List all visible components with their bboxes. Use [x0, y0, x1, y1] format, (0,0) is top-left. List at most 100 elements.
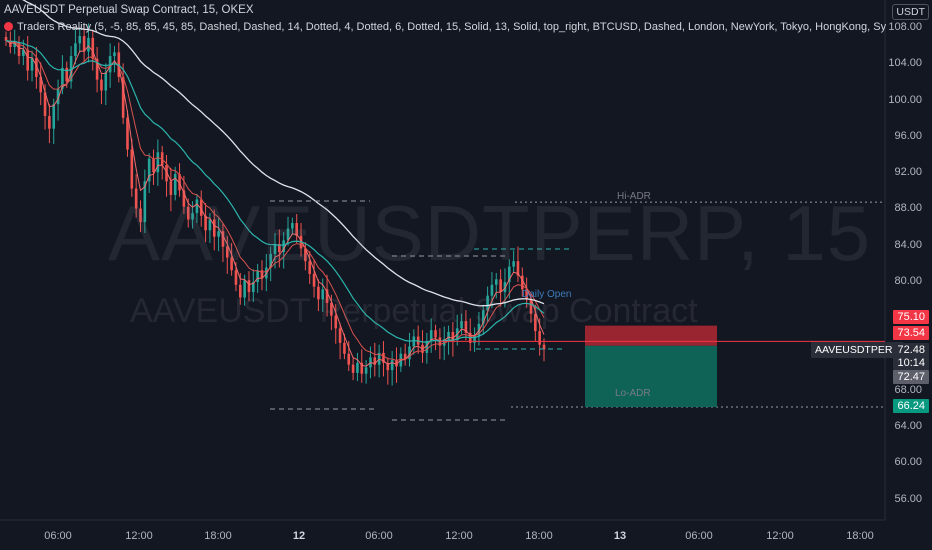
candle-body: [273, 243, 277, 254]
candle-body: [30, 57, 34, 71]
y-tick-label: 60.00: [894, 456, 922, 468]
candle-body: [182, 190, 186, 207]
candle-body: [39, 76, 43, 93]
candle-body: [477, 323, 481, 336]
candle-body: [217, 231, 220, 237]
candle-body: [61, 67, 64, 89]
candle-body: [13, 42, 16, 47]
candle-body: [334, 315, 338, 329]
indicator-dot-icon: [4, 22, 13, 31]
candle-body: [173, 174, 177, 195]
candle-body: [351, 364, 355, 373]
symbol-watermark: AAVEUSDTPERP, 15: [108, 189, 872, 277]
candle-body: [451, 331, 455, 341]
candle-body: [74, 43, 77, 57]
candle-body: [460, 321, 463, 329]
candle-body: [325, 289, 329, 303]
candle-body: [52, 104, 56, 129]
x-tick-label: 06:00: [365, 530, 393, 542]
candle-body: [291, 223, 294, 229]
candle-body: [139, 208, 142, 223]
candle-body: [156, 152, 160, 173]
candle-body: [212, 219, 216, 237]
symbol-price-label: AAVEUSDTPERP: [811, 342, 904, 358]
candle-body: [447, 331, 450, 340]
candle-body: [364, 367, 368, 374]
candle-body: [356, 362, 359, 373]
candle-body: [87, 37, 90, 52]
candle-body: [512, 261, 515, 267]
candle-body: [56, 88, 60, 105]
candle-body: [260, 270, 264, 279]
candle-body: [304, 248, 307, 262]
candle-body: [130, 149, 134, 189]
y-tick-label: 88.00: [894, 202, 922, 214]
candle-body: [390, 360, 394, 371]
candle-body: [191, 213, 194, 220]
candle-body: [486, 295, 489, 311]
candle-body: [317, 286, 320, 300]
candle-body: [403, 353, 407, 360]
candle-body: [178, 174, 181, 191]
y-tick-label: 104.00: [888, 57, 922, 69]
ema-teal-line: [5, 40, 545, 343]
y-tick-label: 68.00: [894, 384, 922, 396]
ema-slow-line: [21, 0, 545, 307]
indicator-legend[interactable]: Traders Reality (5, -5, 85, 85, 45, 85, …: [4, 21, 886, 33]
x-tick-label: 12:00: [766, 530, 794, 542]
candle-body: [225, 246, 229, 258]
candle-body: [408, 346, 411, 360]
candle-body: [386, 362, 390, 371]
candle-body: [35, 57, 38, 77]
candle-body: [208, 219, 212, 231]
candle-body: [473, 335, 476, 343]
candle-body: [26, 49, 29, 71]
y-tick-label: 80.00: [894, 275, 922, 287]
y-tick-label: 56.00: [894, 493, 922, 505]
candle-body: [221, 231, 225, 247]
candle-body: [4, 36, 8, 41]
price-tag-alt: 72.47: [893, 370, 929, 384]
candle-body: [43, 92, 47, 116]
y-tick-label: 108.00: [888, 21, 922, 33]
candle-body: [442, 339, 446, 346]
lo-adr-label: Lo-ADR: [615, 388, 651, 399]
price-tag-entry: 73.54: [893, 326, 929, 340]
candle-body: [308, 261, 312, 274]
candle-body: [234, 270, 238, 285]
y-tick-label: 84.00: [894, 239, 922, 251]
indicator-params: Traders Reality (5, -5, 85, 85, 45, 85, …: [17, 21, 886, 33]
candle-body: [17, 42, 21, 57]
candle-body: [147, 158, 151, 182]
x-tick-label: 12: [292, 530, 306, 542]
candle-body: [78, 36, 82, 44]
candle-body: [521, 275, 524, 290]
candle-body: [330, 302, 333, 316]
candle-body: [286, 228, 290, 241]
candle-body: [195, 199, 199, 214]
candle-body: [321, 289, 325, 300]
candle-body: [126, 117, 129, 150]
candle-body: [48, 115, 51, 129]
last-price-tag: 72.48: [893, 343, 929, 357]
currency-button[interactable]: USDT: [892, 4, 929, 20]
hi-adr-label: Hi-ADR: [617, 191, 651, 202]
x-tick-label: 12:00: [445, 530, 473, 542]
candle-body: [256, 270, 259, 283]
candle-body: [243, 280, 246, 298]
bar-countdown: 10:14: [893, 356, 929, 370]
y-tick-label: 100.00: [888, 94, 922, 106]
x-tick-label: 06:00: [685, 530, 713, 542]
take-profit-zone: [585, 345, 717, 408]
candle-body: [538, 331, 541, 345]
x-tick-label: 18:00: [846, 530, 874, 542]
description-watermark: AAVEUSDT Perpetual Swap Contract: [130, 292, 698, 330]
candle-body: [169, 181, 173, 195]
candle-body: [360, 362, 364, 374]
y-tick-label: 92.00: [894, 166, 922, 178]
candle-body: [425, 341, 429, 353]
candle-body: [395, 360, 398, 367]
candle-body: [542, 344, 546, 350]
